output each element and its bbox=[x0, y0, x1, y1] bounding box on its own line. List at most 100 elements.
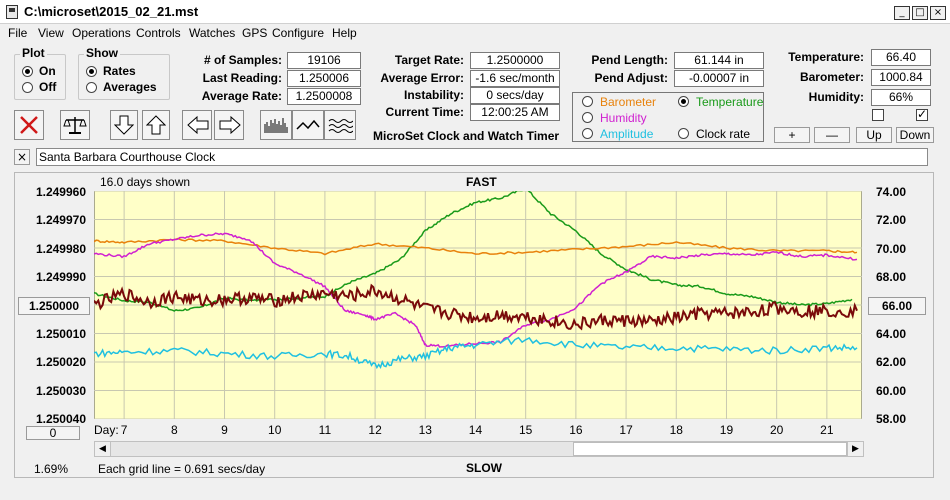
current-time-field: 12:00:25 AM bbox=[470, 104, 560, 121]
last-reading-field: 1.250006 bbox=[287, 70, 361, 87]
y-left-tick: 1.250040 bbox=[35, 412, 86, 426]
checkbox-right[interactable]: ✓ bbox=[916, 107, 928, 121]
barometer-radio[interactable] bbox=[582, 96, 593, 107]
y-right-tick: 60.00 bbox=[876, 384, 907, 398]
line-graph-icon bbox=[296, 119, 320, 130]
show-averages-label: Averages bbox=[103, 80, 157, 94]
humidity-label: Humidity: bbox=[808, 90, 864, 104]
clear-button[interactable] bbox=[14, 110, 44, 140]
plot-off-radio[interactable] bbox=[22, 82, 33, 93]
x-tick-label: 16 bbox=[569, 423, 583, 437]
show-rates-radio[interactable] bbox=[86, 66, 97, 77]
maximize-button[interactable]: □ bbox=[912, 6, 928, 20]
amplitude-radio[interactable] bbox=[582, 128, 593, 139]
scroll-right-button[interactable] bbox=[214, 110, 244, 140]
barometer-option-label: Barometer bbox=[600, 95, 657, 109]
histogram-button[interactable] bbox=[260, 110, 292, 140]
scroll-down-button[interactable] bbox=[110, 110, 138, 140]
average-error-label: Average Error: bbox=[380, 71, 464, 85]
close-button[interactable]: × bbox=[930, 6, 946, 20]
scale-minus-button[interactable]: — bbox=[814, 127, 850, 143]
menu-watches[interactable]: Watches bbox=[189, 26, 236, 40]
menu-configure[interactable]: Configure bbox=[272, 26, 325, 40]
average-rate-label: Average Rate: bbox=[201, 89, 282, 103]
target-rate-label: Target Rate: bbox=[394, 53, 464, 67]
menu-file[interactable]: File bbox=[8, 26, 28, 40]
title-bar: C:\microset\2015_02_21.mst _ □ × bbox=[0, 0, 950, 24]
smooth-graph-button[interactable] bbox=[324, 110, 356, 140]
series-line-barometer bbox=[94, 237, 858, 256]
scroll-left-button[interactable] bbox=[182, 110, 212, 140]
temperature-option-label: Temperature bbox=[696, 95, 764, 109]
day-axis-label: Day: bbox=[94, 423, 119, 437]
y-left-tick: 1.250030 bbox=[35, 384, 86, 398]
x-tick-label: 19 bbox=[719, 423, 734, 437]
y-right-tick: 64.00 bbox=[876, 327, 907, 341]
scroll-up-button[interactable] bbox=[142, 110, 170, 140]
scale-balance-icon bbox=[63, 117, 87, 134]
app-icon[interactable] bbox=[6, 5, 18, 19]
humidity-radio[interactable] bbox=[582, 112, 593, 123]
series-line-amplitude bbox=[94, 336, 858, 370]
offset-button[interactable]: 0 bbox=[26, 426, 80, 440]
red-x-icon bbox=[20, 116, 38, 134]
y-right-tick: 72.00 bbox=[876, 213, 907, 227]
rate-center-button[interactable]: 1.250000 bbox=[18, 297, 90, 315]
pend-length-field[interactable]: 61.144 in bbox=[674, 52, 764, 69]
histogram-icon bbox=[264, 118, 288, 133]
barometer-field: 1000.84 bbox=[871, 69, 931, 86]
horizontal-scrollbar[interactable]: ◀ ▶ bbox=[94, 441, 864, 457]
plot-on-radio[interactable] bbox=[22, 66, 33, 77]
x-tick-label: 11 bbox=[318, 423, 332, 437]
temperature-field: 66.40 bbox=[871, 49, 931, 66]
y-left-tick: 1.249970 bbox=[35, 213, 86, 227]
last-reading-label: Last Reading: bbox=[202, 71, 282, 85]
plot-area bbox=[94, 191, 862, 419]
y-left-tick: 1.249990 bbox=[35, 270, 86, 284]
x-tick-label: 7 bbox=[120, 423, 128, 437]
instability-field: 0 secs/day bbox=[470, 87, 560, 104]
plot-on-label: On bbox=[39, 64, 56, 78]
temperature-center-button[interactable]: 66.00 bbox=[868, 297, 926, 315]
clock-name-input[interactable]: Santa Barbara Courthouse Clock bbox=[36, 148, 928, 166]
x-tick-label: 18 bbox=[669, 423, 683, 437]
clock-rate-radio[interactable] bbox=[678, 128, 689, 139]
x-tick-label: 8 bbox=[170, 423, 178, 437]
y-left-tick: 1.250010 bbox=[35, 327, 86, 341]
fast-label: FAST bbox=[466, 175, 497, 189]
balance-button[interactable] bbox=[60, 110, 90, 140]
arrow-right-icon bbox=[219, 115, 241, 135]
y-right-tick: 58.00 bbox=[876, 412, 907, 426]
scale-down-button[interactable]: Down bbox=[896, 127, 934, 143]
checkbox-left[interactable] bbox=[872, 109, 884, 121]
menu-operations[interactable]: Operations bbox=[72, 26, 131, 40]
menu-bar: File View Operations Controls Watches GP… bbox=[0, 24, 950, 44]
show-group-title: Show bbox=[84, 46, 120, 60]
scroll-left-arrow[interactable]: ◀ bbox=[95, 442, 111, 456]
amplitude-option-label: Amplitude bbox=[600, 127, 654, 141]
humidity-field: 66% bbox=[871, 89, 931, 106]
menu-help[interactable]: Help bbox=[332, 26, 357, 40]
scale-plus-button[interactable]: + bbox=[774, 127, 810, 143]
plot-group-title: Plot bbox=[20, 46, 47, 60]
menu-controls[interactable]: Controls bbox=[136, 26, 181, 40]
scrollbar-thumb[interactable] bbox=[573, 442, 847, 456]
target-rate-field[interactable]: 1.2500000 bbox=[470, 52, 560, 69]
menu-view[interactable]: View bbox=[38, 26, 64, 40]
x-tick-label: 17 bbox=[619, 423, 633, 437]
minimize-button[interactable]: _ bbox=[894, 6, 910, 20]
y-left-tick: 1.250020 bbox=[35, 355, 86, 369]
x-tick-label: 13 bbox=[418, 423, 432, 437]
clock-name-close-button[interactable]: × bbox=[14, 149, 30, 165]
menu-gps[interactable]: GPS bbox=[242, 26, 268, 40]
show-averages-radio[interactable] bbox=[86, 82, 97, 93]
scale-up-button[interactable]: Up bbox=[856, 127, 892, 143]
window-title: C:\microset\2015_02_21.mst bbox=[24, 4, 199, 19]
x-tick-label: 12 bbox=[368, 423, 382, 437]
temperature-radio[interactable] bbox=[678, 96, 689, 107]
series-lines bbox=[94, 191, 858, 370]
line-graph-button[interactable] bbox=[292, 110, 324, 140]
scroll-right-arrow[interactable]: ▶ bbox=[847, 442, 863, 456]
percent-label: 1.69% bbox=[34, 462, 69, 476]
show-rates-label: Rates bbox=[103, 64, 136, 78]
